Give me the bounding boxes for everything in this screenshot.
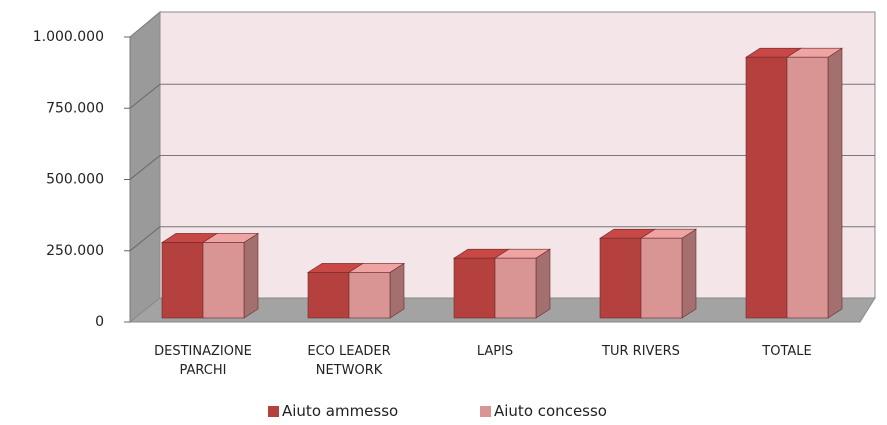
legend-swatch [480, 405, 491, 417]
grid-line [129, 226, 161, 252]
x-tick-label: DESTINAZIONE PARCHI [154, 344, 252, 378]
bar-front [453, 257, 496, 319]
legend-swatch [268, 405, 279, 417]
y-tick-label: 0 [95, 314, 104, 330]
bar-front [494, 257, 537, 319]
x-tick-label: TOTALE [762, 344, 812, 359]
legend-label: Aiuto concesso [494, 402, 607, 420]
bar-front [640, 237, 683, 319]
bar-front [307, 272, 350, 319]
bar [639, 228, 698, 319]
bar-front [348, 272, 391, 319]
grid-line [129, 83, 161, 109]
x-tick-label: TUR RIVERS [602, 344, 680, 359]
bar-side [535, 248, 551, 319]
legend-label: Aiuto ammesso [282, 402, 399, 420]
bar-side [827, 47, 843, 319]
bar-front [786, 56, 829, 319]
bar [493, 248, 552, 319]
bar-side [243, 232, 259, 319]
y-tick-label: 750.000 [46, 100, 104, 116]
y-tick-label: 250.000 [46, 243, 104, 259]
bar [785, 47, 844, 319]
y-tick-label: 500.000 [46, 172, 104, 188]
bar-side [389, 262, 405, 319]
bar-front [202, 242, 245, 319]
legend-item: Aiuto concesso [480, 402, 607, 420]
x-tick-label: ECO LEADER NETWORK [307, 344, 391, 378]
bar-front [745, 56, 788, 319]
bar-side [681, 228, 697, 319]
bar-front [161, 242, 204, 319]
bar [347, 262, 406, 319]
grid-line [129, 155, 161, 180]
bar-front [599, 237, 642, 319]
bar [201, 232, 260, 319]
x-tick-label: LAPIS [476, 344, 514, 359]
y-tick-label: 1.000.000 [33, 29, 104, 45]
legend-item: Aiuto ammesso [268, 402, 398, 420]
